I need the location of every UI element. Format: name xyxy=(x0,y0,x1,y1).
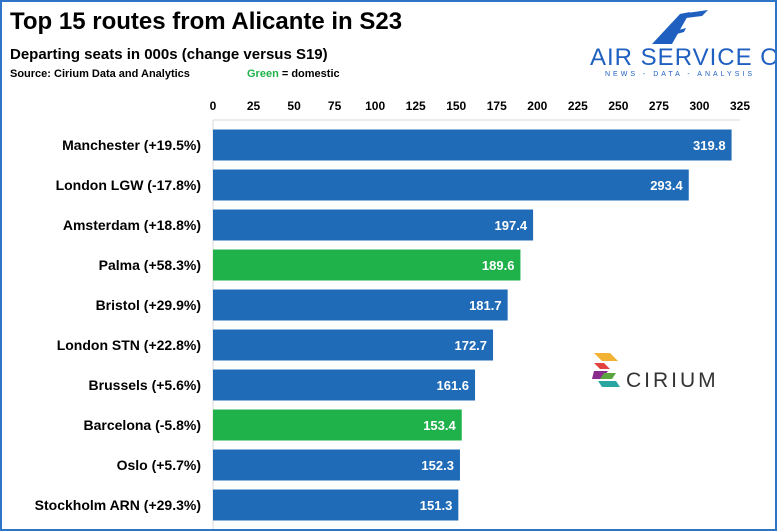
data-label: 152.3 xyxy=(421,458,454,473)
x-tick-label: 225 xyxy=(568,99,588,113)
x-tick-label: 100 xyxy=(365,99,385,113)
x-tick-label: 250 xyxy=(608,99,628,113)
chart-subtitle: Departing seats in 000s (change versus S… xyxy=(10,46,328,63)
bar xyxy=(213,369,476,401)
category-label: Oslo (+5.7%) xyxy=(117,457,201,473)
x-tick-label: 0 xyxy=(210,99,217,113)
cirium-logo: CIRIUM xyxy=(590,347,730,397)
x-tick-label: 50 xyxy=(287,99,301,113)
category-label: London LGW (-17.8%) xyxy=(56,177,201,193)
x-tick-label: 275 xyxy=(649,99,669,113)
bar xyxy=(213,249,521,281)
data-label: 161.6 xyxy=(436,378,469,393)
x-tick-label: 175 xyxy=(487,99,507,113)
data-label: 293.4 xyxy=(650,178,683,193)
category-label: Amsterdam (+18.8%) xyxy=(63,217,201,233)
category-label: Brussels (+5.6%) xyxy=(89,377,201,393)
x-tick-label: 150 xyxy=(446,99,466,113)
bar xyxy=(213,209,534,241)
x-tick-label: 325 xyxy=(730,99,750,113)
bar xyxy=(213,489,459,521)
data-label: 189.6 xyxy=(482,258,515,273)
legend-rest: = domestic xyxy=(278,68,340,80)
data-label: 181.7 xyxy=(469,298,502,313)
category-label: Bristol (+29.9%) xyxy=(96,297,201,313)
bar xyxy=(213,409,462,441)
x-tick-label: 25 xyxy=(247,99,261,113)
bar xyxy=(213,449,460,481)
data-label: 153.4 xyxy=(423,418,456,433)
cirium-wordmark: CIRIUM xyxy=(626,369,719,392)
data-label: 151.3 xyxy=(420,498,453,513)
bar xyxy=(213,169,689,201)
air-service-one-logo-mark-icon xyxy=(652,10,708,44)
category-label: Stockholm ARN (+29.3%) xyxy=(35,497,201,513)
bar xyxy=(213,129,732,161)
bar xyxy=(213,329,494,361)
category-label: London STN (+22.8%) xyxy=(57,337,201,353)
bar xyxy=(213,289,508,321)
legend-note: Green = domestic xyxy=(247,68,340,80)
category-label: Barcelona (-5.8%) xyxy=(84,417,201,433)
category-label: Manchester (+19.5%) xyxy=(62,137,201,153)
category-label: Palma (+58.3%) xyxy=(99,257,201,273)
legend-green-word: Green xyxy=(247,68,279,80)
x-tick-label: 200 xyxy=(527,99,547,113)
data-label: 197.4 xyxy=(495,218,528,233)
logo-tagline: NEWS - DATA - ANALYSIS xyxy=(604,71,756,78)
data-label: 172.7 xyxy=(454,338,487,353)
x-tick-label: 75 xyxy=(328,99,342,113)
x-tick-label: 300 xyxy=(689,99,709,113)
cirium-mark-icon xyxy=(592,353,620,387)
data-label: 319.8 xyxy=(693,138,726,153)
x-tick-label: 125 xyxy=(406,99,426,113)
chart-title: Top 15 routes from Alicante in S23 xyxy=(10,8,403,35)
air-service-one-logo: AIR SERVICE ONE NEWS - DATA - ANALYSIS xyxy=(590,8,775,88)
logo-name: AIR SERVICE ONE xyxy=(590,44,775,71)
chart-source: Source: Cirium Data and Analytics xyxy=(10,68,190,80)
